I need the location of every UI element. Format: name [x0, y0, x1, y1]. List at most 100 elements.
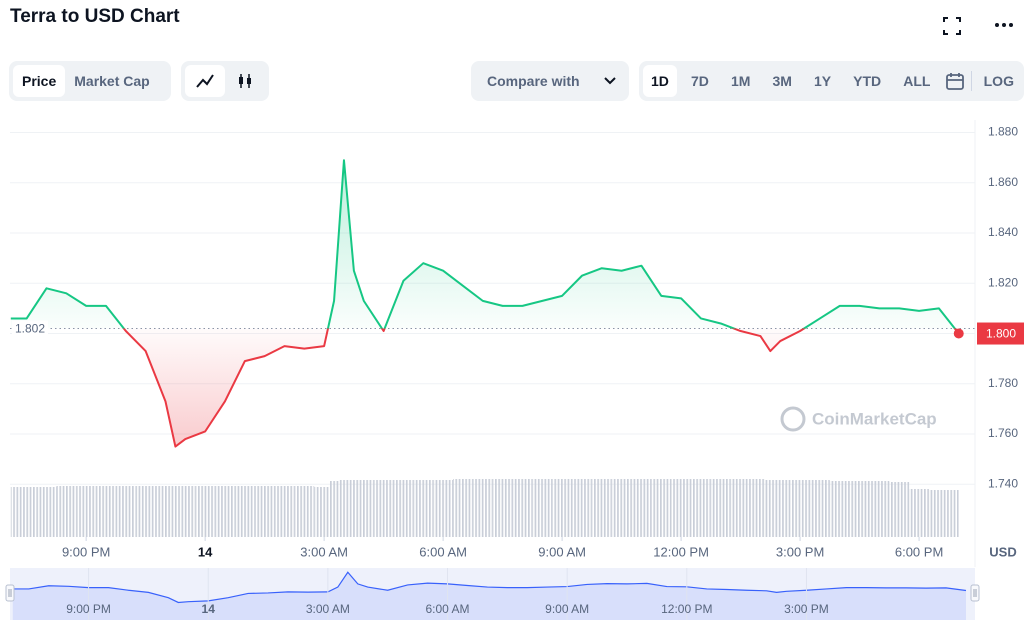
handle-body [970, 584, 980, 602]
more-icon[interactable] [994, 20, 1016, 30]
volume-bar [373, 480, 394, 537]
price-button[interactable]: Price [13, 65, 66, 97]
volume-bar [750, 479, 766, 537]
calendar-icon[interactable] [945, 71, 965, 91]
line-chart-button[interactable] [185, 65, 225, 97]
x-tick-label: 12:00 PM [653, 544, 709, 559]
navigator-tick-label: 14 [202, 602, 216, 616]
volume-bar [274, 486, 295, 537]
volume-bar [56, 486, 77, 537]
volume-bar [512, 479, 533, 537]
volume-bar [115, 486, 136, 537]
volume-bar [254, 486, 275, 537]
volume-bar [631, 479, 652, 537]
volume-bar [294, 486, 315, 537]
x-tick-label: 9:00 AM [538, 544, 586, 559]
range-button[interactable]: 3M [772, 73, 792, 89]
price-line [10, 159, 960, 448]
fullscreen-icon[interactable] [942, 16, 962, 36]
volume-bar [433, 480, 454, 537]
volume-bar [348, 480, 359, 537]
volume-bar [36, 487, 57, 537]
volume-bar [215, 486, 235, 537]
line-icon [196, 74, 214, 88]
y-tick-label: 1.840 [988, 225, 1018, 239]
volume-bar [453, 479, 473, 537]
volume-bar [10, 487, 19, 537]
volume-bar [730, 479, 751, 537]
volume-bar [155, 486, 171, 537]
price-area [10, 160, 959, 447]
volume-bar [135, 486, 156, 537]
volume-bar [314, 487, 330, 537]
range-button[interactable]: 7D [690, 73, 709, 89]
volume-bar [909, 489, 929, 537]
volume-bar [76, 486, 97, 537]
navigator-tick-label: 6:00 AM [426, 602, 470, 616]
navigator-bg [10, 568, 975, 620]
x-tick-label: 9:00 PM [62, 544, 110, 559]
volume-bar [869, 481, 890, 537]
navigator-handle[interactable] [970, 584, 980, 602]
volume-bar [765, 480, 776, 537]
volume-bar [710, 479, 731, 537]
range-button[interactable]: YTD [853, 73, 882, 89]
volume-bar [829, 481, 850, 537]
volume-bar [552, 479, 573, 537]
range-button[interactable]: ALL [903, 73, 931, 89]
navigator-line [12, 571, 967, 604]
volume-bar [532, 479, 553, 537]
x-tick-label: 3:00 AM [300, 544, 348, 559]
watermark-text: CoinMarketCap [812, 409, 937, 428]
navigator-handle[interactable] [5, 584, 15, 602]
market-cap-button[interactable]: Market Cap [74, 73, 150, 89]
volume-bar [651, 479, 672, 537]
y-tick-label: 1.860 [988, 175, 1018, 189]
volume-bar [691, 479, 711, 537]
reference-label-bg [12, 320, 48, 337]
volume-bar [948, 490, 959, 537]
volume-bar [393, 480, 414, 537]
range-button[interactable]: 1D [643, 65, 677, 97]
volume-bar [96, 486, 116, 537]
y-tick-label: 1.760 [988, 426, 1018, 440]
volume-bar [180, 486, 196, 537]
volume-bar [472, 479, 493, 537]
navigator-tick-label: 3:00 PM [784, 602, 829, 616]
x-tick-label: 6:00 PM [895, 544, 943, 559]
volume-bar [339, 480, 349, 537]
navigator-tick-label: 9:00 AM [545, 602, 589, 616]
reference-label: 1.802 [15, 322, 45, 336]
y-tick-label: 1.820 [988, 275, 1018, 289]
volume-bar [775, 480, 791, 537]
x-tick-label: 14 [198, 544, 213, 559]
volume-bar [234, 486, 255, 537]
volume-bar [572, 479, 592, 537]
last-price-tag [977, 322, 1024, 345]
x-tick-label: 6:00 AM [419, 544, 467, 559]
log-button[interactable]: LOG [983, 73, 1014, 89]
navigator-tick-label: 9:00 PM [66, 602, 111, 616]
range-button[interactable]: 1Y [813, 73, 832, 89]
separator [970, 71, 972, 91]
last-price-label: 1.800 [986, 327, 1016, 341]
volume-bar [810, 480, 830, 537]
volume-bar [849, 481, 870, 537]
last-point [953, 328, 964, 339]
volume-bar [413, 480, 434, 537]
chevron-icon [604, 77, 616, 85]
watermark: CoinMarketCap [780, 406, 937, 432]
volume-bar [671, 479, 692, 537]
volume-bar [18, 487, 37, 537]
candle-chart-button[interactable] [225, 65, 265, 97]
compare-dropdown[interactable]: Compare with [471, 61, 629, 101]
candle-icon [239, 74, 251, 88]
range-button[interactable]: 1M [730, 73, 751, 89]
range-toggle: 1D 7D 1M 3M 1Y YTD ALL LOG [639, 61, 1024, 101]
volume-bar [889, 482, 910, 537]
volume-bar [928, 490, 949, 537]
handle-body [5, 584, 15, 602]
volume-bar [195, 486, 216, 537]
